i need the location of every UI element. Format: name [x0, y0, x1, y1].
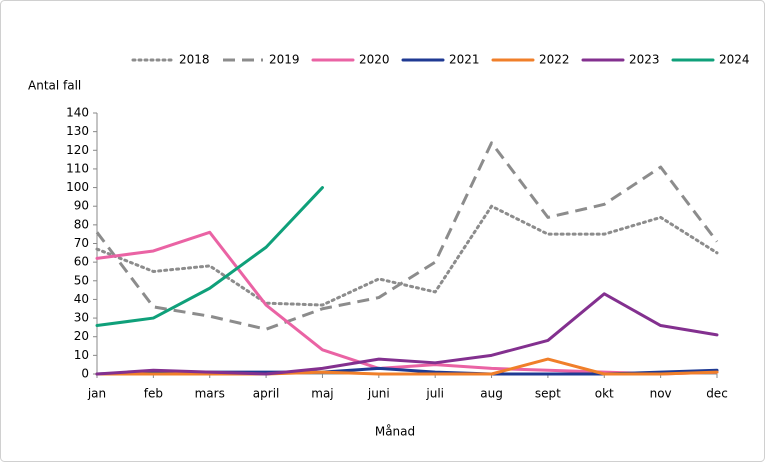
x-tick-label: juli: [425, 387, 444, 401]
y-tick-label: 10: [74, 348, 89, 362]
y-tick-label: 120: [66, 143, 89, 157]
y-tick-label: 80: [74, 217, 89, 231]
x-axis-label: Månad: [375, 425, 415, 439]
x-tick-label: okt: [595, 387, 614, 401]
x-tick-label: maj: [311, 387, 333, 401]
y-tick-label: 90: [74, 199, 89, 213]
y-tick-label: 140: [66, 106, 89, 120]
x-tick-label: mars: [195, 387, 225, 401]
legend-label: 2021: [449, 53, 480, 67]
y-tick-label: 30: [74, 311, 89, 325]
y-tick-label: 130: [66, 124, 89, 138]
x-tick-label: nov: [650, 387, 672, 401]
legend-label: 2020: [359, 53, 390, 67]
legend-label: 2024: [719, 53, 750, 67]
y-axis-label: Antal fall: [28, 79, 81, 93]
legend-label: 2022: [539, 53, 570, 67]
y-tick-label: 70: [74, 236, 89, 250]
x-tick-label: jan: [87, 387, 106, 401]
y-tick-label: 50: [74, 273, 89, 287]
series-line: [95, 141, 719, 331]
series-line: [95, 204, 719, 307]
y-tick-label: 20: [74, 329, 89, 343]
legend-label: 2019: [269, 53, 300, 67]
x-tick-label: dec: [706, 387, 728, 401]
y-tick-label: 110: [66, 161, 89, 175]
y-tick-label: 100: [66, 180, 89, 194]
x-tick-label: juni: [367, 387, 390, 401]
x-tick-label: feb: [144, 387, 163, 401]
series-line: [95, 186, 324, 328]
y-tick-label: 0: [81, 367, 89, 381]
series-line: [95, 357, 719, 376]
y-tick-label: 40: [74, 292, 89, 306]
legend-label: 2023: [629, 53, 660, 67]
legend-label: 2018: [179, 53, 210, 67]
x-tick-label: sept: [535, 387, 561, 401]
x-tick-label: april: [253, 387, 280, 401]
x-tick-label: aug: [480, 387, 503, 401]
y-tick-label: 60: [74, 255, 89, 269]
series-line: [95, 292, 719, 376]
